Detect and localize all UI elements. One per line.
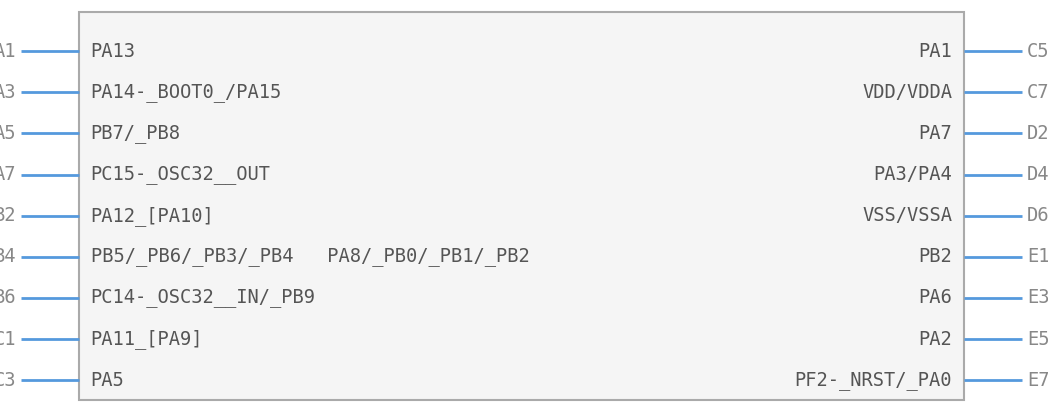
Bar <box>79 12 964 400</box>
Text: PC15-_OSC32__OUT: PC15-_OSC32__OUT <box>90 165 270 184</box>
Text: PA7: PA7 <box>918 124 953 143</box>
Text: B2: B2 <box>0 206 16 225</box>
Text: VDD/VDDA: VDD/VDDA <box>863 83 953 102</box>
Text: A7: A7 <box>0 165 16 184</box>
Text: VSS/VSSA: VSS/VSSA <box>863 206 953 225</box>
Text: C5: C5 <box>1027 42 1048 61</box>
Text: PA11_[PA9]: PA11_[PA9] <box>90 329 203 349</box>
Text: PB5/_PB6/_PB3/_PB4   PA8/_PB0/_PB1/_PB2: PB5/_PB6/_PB3/_PB4 PA8/_PB0/_PB1/_PB2 <box>90 247 529 266</box>
Text: E7: E7 <box>1027 371 1048 390</box>
Text: PF2-_NRST/_PA0: PF2-_NRST/_PA0 <box>794 371 953 390</box>
Text: PA1: PA1 <box>918 42 953 61</box>
Text: PA3/PA4: PA3/PA4 <box>873 165 953 184</box>
Text: B4: B4 <box>0 247 16 266</box>
Text: A1: A1 <box>0 42 16 61</box>
Text: PB2: PB2 <box>918 247 953 266</box>
Text: PC14-_OSC32__IN/_PB9: PC14-_OSC32__IN/_PB9 <box>90 288 315 307</box>
Text: PA5: PA5 <box>90 371 125 390</box>
Text: E1: E1 <box>1027 247 1048 266</box>
Text: D2: D2 <box>1027 124 1048 143</box>
Text: PA14-_BOOT0_/PA15: PA14-_BOOT0_/PA15 <box>90 83 282 102</box>
Text: PA12_[PA10]: PA12_[PA10] <box>90 206 215 226</box>
Text: C7: C7 <box>1027 83 1048 102</box>
Text: A3: A3 <box>0 83 16 102</box>
Text: PA2: PA2 <box>918 330 953 349</box>
Text: E5: E5 <box>1027 330 1048 349</box>
Text: B6: B6 <box>0 288 16 307</box>
Text: D6: D6 <box>1027 206 1048 225</box>
Text: C1: C1 <box>0 330 16 349</box>
Text: PA6: PA6 <box>918 288 953 307</box>
Text: E3: E3 <box>1027 288 1048 307</box>
Text: PB7/_PB8: PB7/_PB8 <box>90 124 180 143</box>
Text: D4: D4 <box>1027 165 1048 184</box>
Text: C3: C3 <box>0 371 16 390</box>
Text: A5: A5 <box>0 124 16 143</box>
Text: PA13: PA13 <box>90 42 135 61</box>
